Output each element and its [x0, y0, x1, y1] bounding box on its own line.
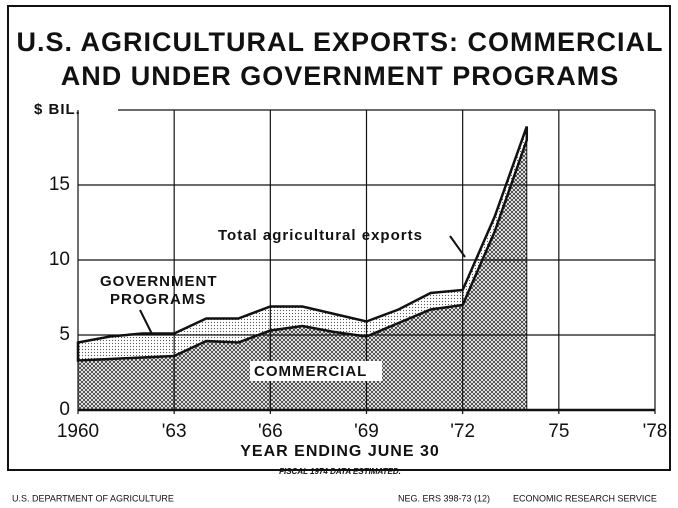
y-axis-label: $ BIL.	[34, 101, 81, 118]
x-tick-label: '63	[162, 421, 187, 442]
annotation-arrow	[139, 309, 153, 335]
annotation-bg	[250, 361, 382, 381]
annotation: GOVERNMENT	[100, 273, 218, 290]
area	[76, 126, 529, 362]
x-tick-label: 75	[548, 421, 569, 442]
x-tick-label: '78	[643, 421, 668, 442]
annotation: PROGRAMS	[110, 291, 206, 308]
x-axis-label: YEAR ENDING JUNE 30	[240, 443, 440, 460]
annotation: COMMERCIAL	[254, 363, 367, 380]
y-tick-label: 15	[49, 174, 70, 195]
annotation-arrow	[449, 235, 466, 258]
x-tick-label: '66	[258, 421, 283, 442]
frame	[7, 5, 671, 471]
x-tick-label: 1960	[57, 421, 99, 442]
chart-title: U.S. AGRICULTURAL EXPORTS: COMMERCIAL	[17, 27, 664, 57]
footer: ECONOMIC RESEARCH SERVICE	[513, 493, 657, 503]
y-tick-label: 5	[59, 324, 70, 345]
footer: U.S. DEPARTMENT OF AGRICULTURE	[12, 493, 174, 503]
x-tick-label: '72	[450, 421, 475, 442]
annotation: Total agricultural exports	[218, 227, 423, 244]
chart-title: AND UNDER GOVERNMENT PROGRAMS	[61, 61, 620, 91]
note: FISCAL 1974 DATA ESTIMATED.	[279, 467, 401, 476]
y-tick-label: 0	[59, 399, 70, 420]
x-tick-label: '69	[354, 421, 379, 442]
y-tick-label: 10	[49, 249, 70, 270]
footer: NEG. ERS 398-73 (12)	[398, 493, 490, 503]
